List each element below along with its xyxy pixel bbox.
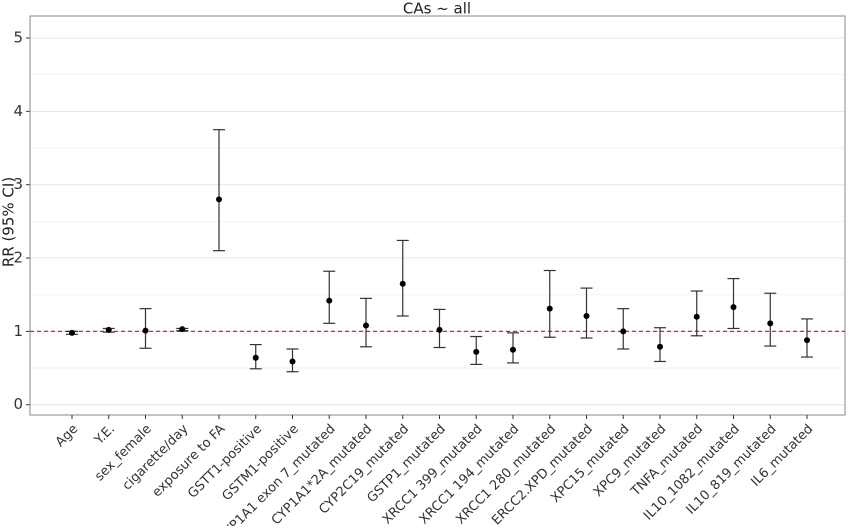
point (289, 358, 296, 365)
point (767, 320, 774, 327)
point (436, 326, 443, 333)
point (473, 348, 480, 355)
point (252, 354, 259, 361)
point (326, 297, 333, 304)
point (510, 346, 516, 353)
point (620, 328, 627, 335)
point (399, 280, 406, 287)
y-axis-label: RR (95% CI) (0, 177, 18, 267)
x-tick-label: Y.E. (91, 422, 118, 449)
point (363, 322, 369, 329)
point (657, 343, 663, 350)
y-tick-label: 1 (13, 322, 23, 340)
y-tick-label: 4 (13, 102, 23, 120)
plot-frame (29, 15, 846, 416)
point (546, 305, 553, 312)
point (216, 196, 222, 203)
point (583, 312, 590, 319)
x-tick-label: Age (53, 422, 81, 450)
chart-title: CAs ~ all (403, 0, 471, 18)
point (69, 329, 75, 336)
point (105, 326, 112, 333)
y-tick-label: 0 (13, 395, 23, 413)
point (804, 337, 810, 344)
y-tick-label: 2 (13, 249, 23, 267)
y-tick-label: 5 (13, 29, 23, 47)
point (730, 304, 737, 311)
point (179, 326, 186, 333)
point (142, 327, 149, 334)
point (693, 313, 700, 320)
y-tick-label: 3 (13, 175, 23, 193)
